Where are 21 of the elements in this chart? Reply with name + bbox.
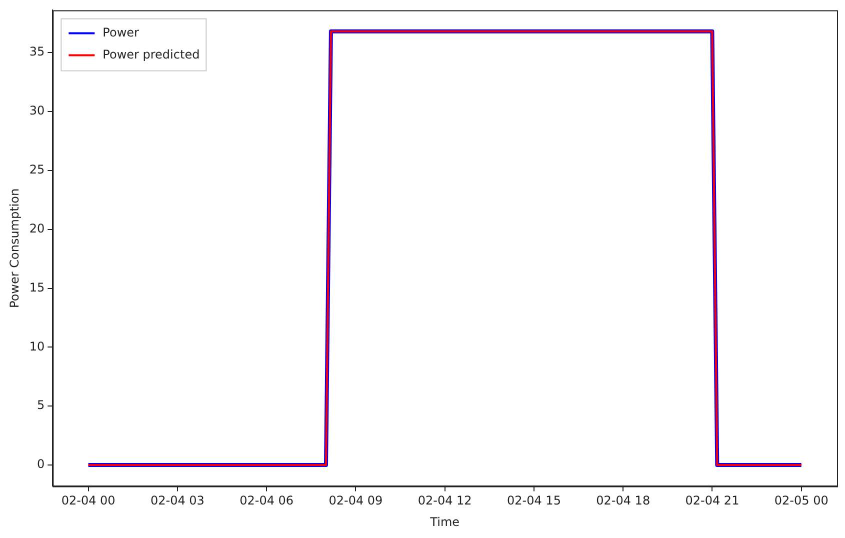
x-tick-label: 02-04 09 bbox=[328, 494, 383, 508]
x-tick-label: 02-04 21 bbox=[685, 494, 740, 508]
x-tick-label: 02-05 00 bbox=[774, 494, 828, 508]
x-tick-label: 02-04 18 bbox=[596, 494, 650, 508]
x-tick-label: 02-04 12 bbox=[418, 494, 472, 508]
y-tick-label: 25 bbox=[29, 162, 45, 177]
y-tick-label: 10 bbox=[29, 339, 45, 354]
x-tick-label: 02-04 15 bbox=[506, 494, 561, 508]
y-tick-label: 15 bbox=[29, 280, 45, 294]
x-tick-label: 02-04 03 bbox=[150, 494, 204, 508]
x-tick-label: 02-04 06 bbox=[240, 494, 294, 508]
y-tick-label: 30 bbox=[29, 104, 45, 118]
x-axis-title: Time bbox=[429, 514, 460, 529]
y-tick-label: 35 bbox=[29, 44, 45, 59]
legend-label: Power predicted bbox=[102, 47, 200, 62]
y-tick-label: 0 bbox=[37, 457, 45, 472]
y-axis-title: Power Consumption bbox=[7, 188, 22, 308]
x-tick-label: 02-04 00 bbox=[61, 494, 116, 508]
y-tick-label: 20 bbox=[29, 221, 45, 236]
y-tick-label: 5 bbox=[37, 398, 45, 412]
legend-label: Power bbox=[102, 25, 140, 40]
